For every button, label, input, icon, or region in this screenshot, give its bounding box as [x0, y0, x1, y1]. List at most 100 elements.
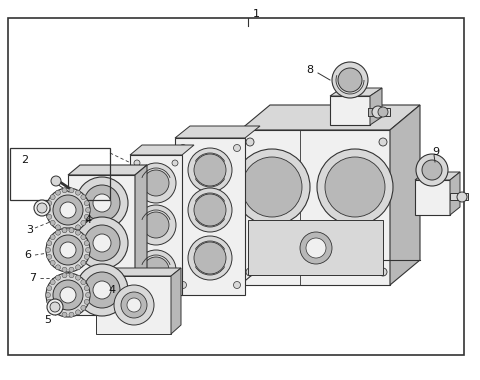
- Polygon shape: [175, 138, 245, 295]
- Circle shape: [50, 302, 60, 312]
- Circle shape: [317, 149, 393, 225]
- Text: 2: 2: [22, 155, 29, 165]
- Circle shape: [50, 234, 55, 240]
- Circle shape: [338, 68, 362, 92]
- Circle shape: [50, 260, 55, 265]
- Circle shape: [300, 232, 332, 264]
- Circle shape: [60, 287, 76, 303]
- Circle shape: [47, 254, 52, 259]
- Circle shape: [114, 285, 154, 325]
- Circle shape: [457, 192, 467, 202]
- Circle shape: [246, 138, 254, 146]
- Circle shape: [46, 293, 50, 298]
- Circle shape: [84, 286, 89, 291]
- Polygon shape: [415, 180, 450, 215]
- Circle shape: [47, 299, 63, 315]
- Circle shape: [62, 267, 67, 272]
- Bar: [368, 108, 390, 116]
- Circle shape: [134, 160, 140, 166]
- Circle shape: [84, 214, 89, 219]
- Circle shape: [84, 299, 89, 304]
- Circle shape: [76, 264, 128, 316]
- Circle shape: [62, 312, 67, 317]
- Circle shape: [75, 265, 81, 270]
- Circle shape: [172, 160, 178, 166]
- Circle shape: [127, 298, 141, 312]
- Polygon shape: [240, 105, 420, 130]
- Circle shape: [46, 207, 50, 212]
- Circle shape: [62, 227, 67, 232]
- Text: 1: 1: [253, 9, 260, 19]
- Circle shape: [53, 280, 83, 310]
- Bar: [96, 276, 171, 334]
- Polygon shape: [175, 126, 260, 138]
- Circle shape: [75, 310, 81, 315]
- Circle shape: [75, 230, 81, 235]
- Circle shape: [246, 268, 254, 276]
- Text: 5: 5: [45, 315, 51, 325]
- Circle shape: [56, 225, 60, 230]
- Circle shape: [47, 241, 52, 245]
- Circle shape: [93, 194, 111, 212]
- Circle shape: [56, 230, 60, 235]
- Circle shape: [69, 228, 74, 233]
- Circle shape: [50, 195, 55, 200]
- Circle shape: [69, 188, 74, 193]
- Circle shape: [233, 144, 240, 152]
- Circle shape: [143, 257, 169, 283]
- Polygon shape: [135, 165, 147, 315]
- Circle shape: [81, 220, 86, 225]
- Circle shape: [34, 200, 50, 216]
- Circle shape: [84, 201, 89, 206]
- Circle shape: [81, 306, 86, 310]
- Circle shape: [76, 217, 128, 269]
- Circle shape: [180, 144, 187, 152]
- Circle shape: [84, 225, 120, 261]
- Circle shape: [81, 195, 86, 200]
- Bar: [248, 220, 383, 275]
- Polygon shape: [450, 172, 460, 215]
- Circle shape: [47, 214, 52, 219]
- Circle shape: [85, 293, 91, 298]
- Circle shape: [56, 265, 60, 270]
- Circle shape: [378, 107, 388, 117]
- Circle shape: [84, 185, 120, 221]
- Polygon shape: [330, 96, 370, 125]
- Text: 7: 7: [29, 273, 36, 283]
- Circle shape: [69, 227, 74, 232]
- Circle shape: [233, 282, 240, 288]
- Circle shape: [379, 268, 387, 276]
- Circle shape: [56, 310, 60, 315]
- Circle shape: [46, 247, 50, 252]
- Text: 9: 9: [432, 147, 440, 157]
- Circle shape: [172, 283, 178, 289]
- Circle shape: [60, 242, 76, 258]
- Text: 8: 8: [306, 65, 313, 75]
- Circle shape: [81, 260, 86, 265]
- Circle shape: [143, 212, 169, 238]
- Circle shape: [62, 228, 67, 233]
- Circle shape: [56, 275, 60, 280]
- Circle shape: [332, 62, 368, 98]
- Polygon shape: [68, 175, 135, 315]
- Circle shape: [136, 250, 176, 290]
- Circle shape: [372, 106, 384, 118]
- Polygon shape: [68, 165, 147, 175]
- Circle shape: [46, 188, 90, 232]
- Bar: [450, 193, 468, 200]
- Circle shape: [75, 190, 81, 195]
- Polygon shape: [240, 130, 390, 285]
- Circle shape: [81, 280, 86, 285]
- Circle shape: [46, 228, 90, 272]
- Circle shape: [69, 267, 74, 272]
- Circle shape: [306, 238, 326, 258]
- Circle shape: [85, 247, 91, 252]
- Circle shape: [50, 220, 55, 225]
- Circle shape: [53, 235, 83, 265]
- Circle shape: [84, 272, 120, 308]
- Circle shape: [60, 202, 76, 218]
- Circle shape: [136, 205, 176, 245]
- Circle shape: [188, 148, 232, 192]
- Circle shape: [242, 157, 302, 217]
- Text: 4: 4: [108, 285, 116, 295]
